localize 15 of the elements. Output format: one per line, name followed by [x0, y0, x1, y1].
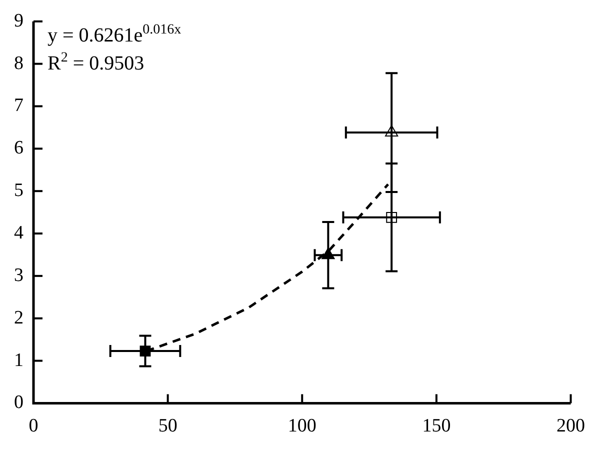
y-tick-label: 3 — [14, 264, 24, 286]
y-tick-label: 7 — [14, 95, 24, 116]
y-tick-label: 2 — [14, 307, 24, 328]
y-tick-label: 8 — [14, 52, 24, 74]
y-tick-label: 4 — [14, 222, 24, 244]
y-tick-label: 5 — [14, 180, 24, 202]
x-tick-label: 0 — [28, 416, 38, 437]
x-tick-label: 50 — [158, 416, 178, 437]
x-tick-label: 100 — [288, 416, 316, 437]
y-tick-label: 0 — [14, 392, 24, 414]
y-tick-label: 9 — [14, 10, 24, 32]
y-tick-label: 6 — [14, 138, 24, 159]
y-tick-label: 1 — [14, 350, 24, 371]
x-tick-label: 200 — [556, 416, 585, 437]
x-tick-label: 150 — [422, 416, 451, 437]
